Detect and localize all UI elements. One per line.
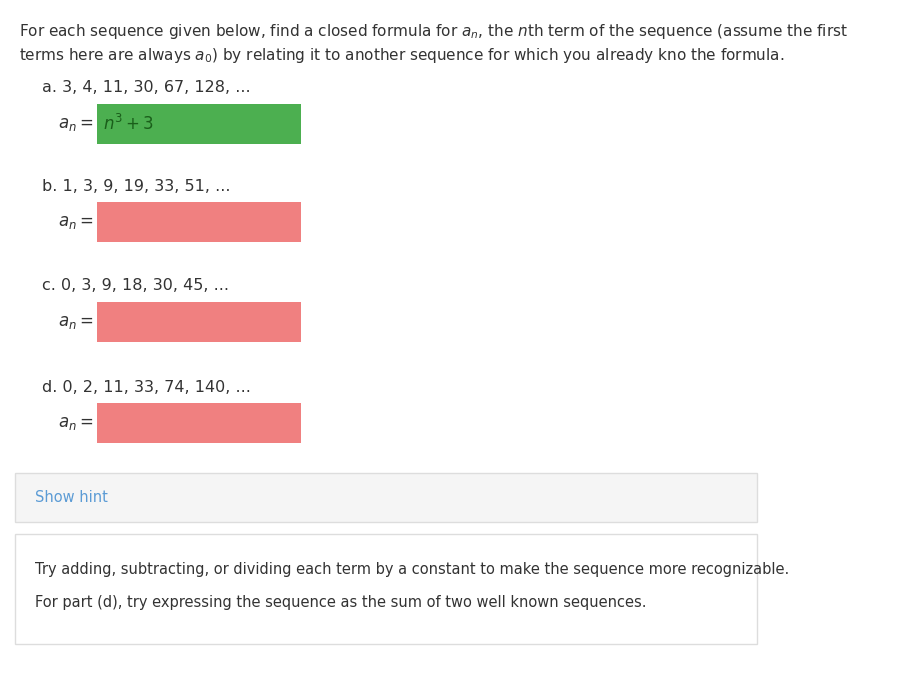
Text: $a_n =$: $a_n =$: [57, 115, 93, 133]
Text: $a_n =$: $a_n =$: [57, 414, 93, 432]
FancyBboxPatch shape: [97, 104, 301, 144]
Text: $n^3 + 3$: $n^3 + 3$: [103, 114, 153, 134]
Text: Try adding, subtracting, or dividing each term by a constant to make the sequenc: Try adding, subtracting, or dividing eac…: [35, 562, 788, 577]
Text: d. 0, 2, 11, 33, 74, 140, ...: d. 0, 2, 11, 33, 74, 140, ...: [43, 380, 251, 395]
FancyBboxPatch shape: [97, 202, 301, 242]
Text: $a_n =$: $a_n =$: [57, 213, 93, 231]
FancyBboxPatch shape: [15, 534, 756, 644]
Text: b. 1, 3, 9, 19, 33, 51, ...: b. 1, 3, 9, 19, 33, 51, ...: [43, 178, 230, 194]
FancyBboxPatch shape: [97, 302, 301, 342]
Text: $a_n =$: $a_n =$: [57, 313, 93, 331]
FancyBboxPatch shape: [15, 473, 756, 522]
Text: Show hint: Show hint: [35, 490, 107, 505]
FancyBboxPatch shape: [97, 403, 301, 443]
Text: terms here are always $a_0$) by relating it to another sequence for which you al: terms here are always $a_0$) by relating…: [19, 45, 783, 65]
Text: For each sequence given below, find a closed formula for $\boldsymbol{a_n}$, the: For each sequence given below, find a cl…: [19, 21, 847, 41]
Text: c. 0, 3, 9, 18, 30, 45, ...: c. 0, 3, 9, 18, 30, 45, ...: [43, 278, 230, 294]
Text: a. 3, 4, 11, 30, 67, 128, ...: a. 3, 4, 11, 30, 67, 128, ...: [43, 80, 251, 95]
Text: For part (d), try expressing the sequence as the sum of two well known sequences: For part (d), try expressing the sequenc…: [35, 595, 646, 610]
